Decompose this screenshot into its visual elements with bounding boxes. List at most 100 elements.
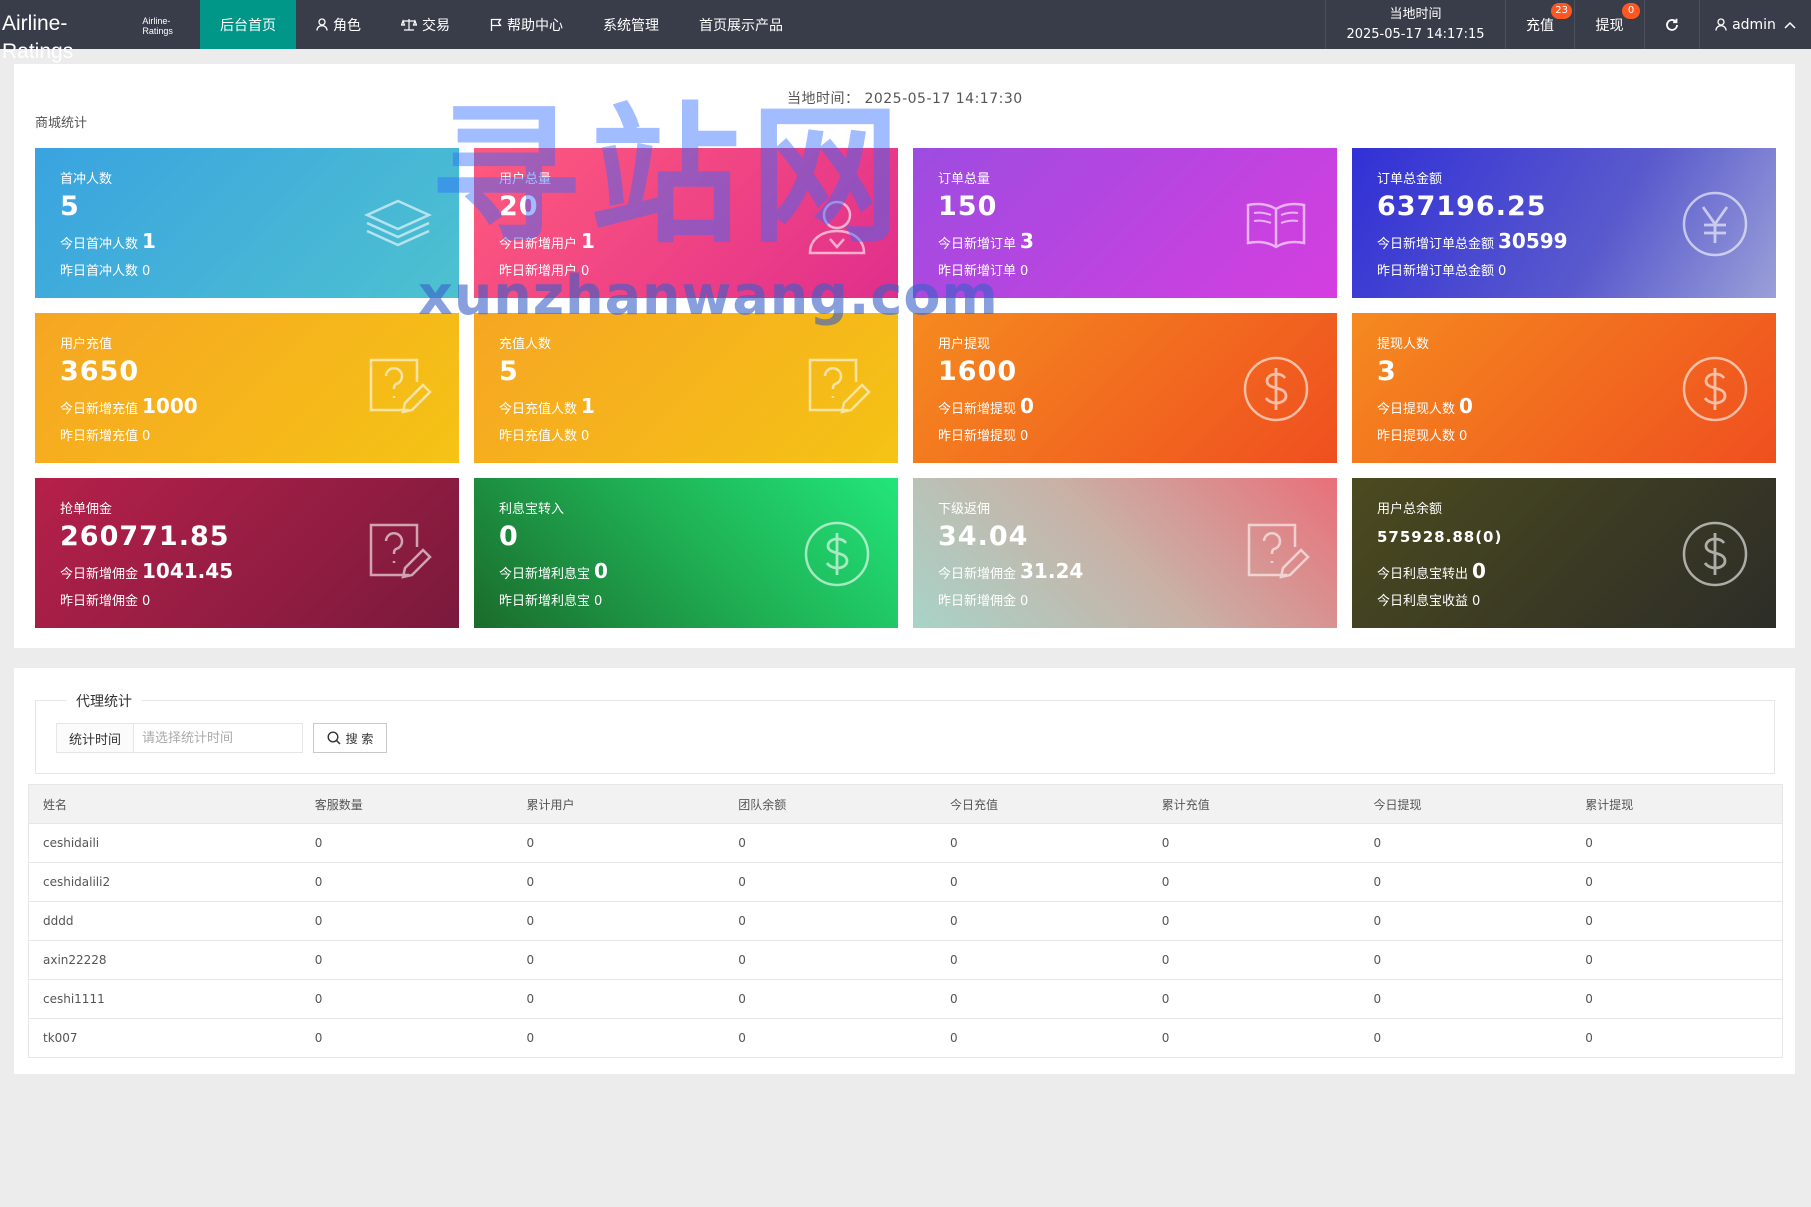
card-yesterday-label: 昨日新增用户 bbox=[499, 264, 578, 279]
table-cell: 0 bbox=[949, 1031, 958, 1045]
dollar-icon bbox=[1682, 521, 1748, 587]
withdraw-button[interactable]: 提现 0 bbox=[1574, 0, 1644, 49]
card-title: 抢单佣金 bbox=[60, 502, 113, 517]
recharge-button[interactable]: 充值 23 bbox=[1505, 0, 1574, 49]
nav-item-label: 后台首页 bbox=[220, 17, 276, 34]
nav-item-system[interactable]: 系统管理 bbox=[583, 0, 679, 49]
card-value: 34.04 bbox=[938, 521, 1029, 552]
admin-label: admin bbox=[1732, 16, 1776, 33]
top-right-tools: 当地时间 2025-05-17 14:17:15 充值 23 提现 0 admi… bbox=[1325, 0, 1811, 49]
dollar-icon bbox=[1243, 356, 1309, 422]
stat-card-users[interactable]: 用户总量 20 今日新增用户 1 昨日新增用户 0 bbox=[474, 148, 898, 298]
card-today-label: 今日新增订单 bbox=[938, 237, 1017, 252]
table-cell: 0 bbox=[738, 953, 746, 967]
card-value: 260771.85 bbox=[60, 521, 230, 552]
card-yesterday-label: 昨日首冲人数 bbox=[60, 264, 139, 279]
stat-card-sub-commission[interactable]: 下级返佣 34.04 今日新增佣金 31.24 昨日新增佣金 0 bbox=[913, 478, 1337, 628]
card-today-label: 今日新增充值 bbox=[60, 402, 139, 417]
chevron-up-icon bbox=[1784, 21, 1796, 29]
card-title: 订单总量 bbox=[938, 172, 991, 187]
stat-card-user-withdraw[interactable]: 用户提现 1600 今日新增提现 0 昨日新增提现 0 bbox=[913, 313, 1337, 463]
nav-item-label: 角色 bbox=[333, 17, 361, 34]
table-cell: ceshidaili bbox=[43, 836, 100, 850]
card-yesterday-label: 今日利息宝收益 bbox=[1377, 594, 1469, 609]
table-row[interactable]: ceshidaili 0 0 0 0 0 0 0 bbox=[29, 823, 1782, 862]
stat-card-orders[interactable]: 订单总量 150 今日新增订单 3 昨日新增订单 0 bbox=[913, 148, 1337, 298]
table-cell: 0 bbox=[738, 836, 746, 850]
card-yesterday-label: 昨日新增利息宝 bbox=[499, 594, 591, 609]
question-edit-icon bbox=[1247, 523, 1310, 579]
card-today-label: 今日新增佣金 bbox=[60, 567, 139, 582]
card-yesterday: 今日利息宝收益 0 bbox=[1377, 590, 1480, 609]
card-today: 今日新增利息宝 0 bbox=[499, 559, 608, 583]
card-title: 充值人数 bbox=[499, 337, 552, 352]
stat-card-interest-in[interactable]: 利息宝转入 0 今日新增利息宝 0 昨日新增利息宝 0 bbox=[474, 478, 898, 628]
brand-subtitle: Airline-Ratings bbox=[142, 16, 173, 36]
column-header: 累计提现 bbox=[1585, 797, 1634, 812]
table-row[interactable]: axin22228 0 0 0 0 0 0 0 bbox=[29, 940, 1782, 979]
stat-card-recharge-users[interactable]: 充值人数 5 今日充值人数 1 昨日充值人数 0 bbox=[474, 313, 898, 463]
dollar-icon bbox=[804, 521, 870, 587]
refresh-icon bbox=[1666, 18, 1678, 31]
stat-card-order-amount[interactable]: 订单总金额 637196.25 今日新增订单总金额 30599 昨日新增订单总金额… bbox=[1352, 148, 1776, 298]
card-today: 今日提现人数 0 bbox=[1377, 394, 1473, 418]
card-yesterday-value: 0 bbox=[1020, 429, 1029, 444]
table-cell: 0 bbox=[949, 953, 958, 967]
table-row[interactable]: ceshi1111 0 0 0 0 0 0 0 bbox=[29, 979, 1782, 1018]
brand[interactable]: Airline-Ratings Airline-Ratings bbox=[0, 0, 200, 63]
card-today-value: 1000 bbox=[142, 394, 198, 418]
search-button[interactable]: 搜 索 bbox=[313, 723, 387, 753]
table-row[interactable]: ceshidalili2 0 0 0 0 0 0 0 bbox=[29, 862, 1782, 901]
admin-menu[interactable]: admin bbox=[1699, 0, 1811, 49]
stat-card-commission[interactable]: 抢单佣金 260771.85 今日新增佣金 1041.45 昨日新增佣金 0 bbox=[35, 478, 459, 628]
card-today-value: 1 bbox=[581, 229, 595, 253]
card-today-value: 0 bbox=[594, 559, 608, 583]
card-yesterday: 昨日新增提现 0 bbox=[938, 425, 1028, 444]
nav-item-help[interactable]: 帮助中心 bbox=[470, 0, 583, 49]
nav-item-label: 系统管理 bbox=[603, 17, 659, 34]
table-cell: 0 bbox=[1161, 953, 1170, 967]
stat-time-input[interactable] bbox=[133, 723, 303, 753]
refresh-button[interactable] bbox=[1644, 0, 1699, 49]
user-icon bbox=[316, 18, 328, 31]
search-icon bbox=[327, 731, 341, 745]
withdraw-badge: 0 bbox=[1622, 3, 1640, 19]
scale-icon bbox=[401, 19, 417, 31]
stat-card-first-recharge[interactable]: 首冲人数 5 今日首冲人数 1 昨日首冲人数 0 bbox=[35, 148, 459, 298]
stat-card-total-balance[interactable]: 用户总余额 575928.88(0) 今日利息宝转出 0 今日利息宝收益 0 bbox=[1352, 478, 1776, 628]
nav-item-roles[interactable]: 角色 bbox=[296, 0, 381, 49]
card-value: 3650 bbox=[60, 356, 140, 387]
table-cell: 0 bbox=[1585, 875, 1593, 889]
table-row[interactable]: tk007 0 0 0 0 0 0 0 bbox=[29, 1018, 1782, 1057]
nav-item-dashboard[interactable]: 后台首页 bbox=[200, 0, 296, 49]
card-yesterday-value: 0 bbox=[1020, 264, 1029, 279]
card-yesterday-label: 昨日充值人数 bbox=[499, 429, 578, 444]
nav-item-home-products[interactable]: 首页展示产品 bbox=[679, 0, 803, 49]
card-title: 订单总金额 bbox=[1377, 172, 1443, 187]
card-today-label: 今日新增用户 bbox=[499, 237, 578, 252]
card-yesterday: 昨日新增充值 0 bbox=[60, 425, 150, 444]
card-today-value: 0 bbox=[1459, 394, 1473, 418]
card-value: 0 bbox=[499, 521, 519, 552]
card-yesterday-value: 0 bbox=[1020, 594, 1029, 609]
column-header: 客服数量 bbox=[314, 797, 363, 812]
table-cell: 0 bbox=[526, 1031, 535, 1045]
recharge-badge: 23 bbox=[1551, 3, 1572, 19]
card-today-label: 今日充值人数 bbox=[499, 402, 578, 417]
card-yesterday: 昨日新增用户 0 bbox=[499, 260, 589, 279]
table-cell: 0 bbox=[738, 875, 746, 889]
card-yesterday-label: 昨日新增订单总金额 bbox=[1377, 264, 1495, 279]
table-row[interactable]: dddd 0 0 0 0 0 0 0 bbox=[29, 901, 1782, 940]
nav-item-trade[interactable]: 交易 bbox=[381, 0, 470, 49]
stat-card-user-recharge[interactable]: 用户充值 3650 今日新增充值 1000 昨日新增充值 0 bbox=[35, 313, 459, 463]
stat-card-withdraw-users[interactable]: 提现人数 3 今日提现人数 0 昨日提现人数 0 bbox=[1352, 313, 1776, 463]
column-header: 今日充值 bbox=[949, 797, 998, 812]
page-local-time: 当地时间： 2025-05-17 14:17:30 bbox=[787, 91, 1023, 107]
card-today-value: 3 bbox=[1020, 229, 1034, 253]
card-value: 5 bbox=[499, 356, 519, 387]
agent-stats-title: 代理统计 bbox=[66, 691, 142, 711]
table-cell: 0 bbox=[1373, 992, 1382, 1006]
question-edit-icon bbox=[808, 358, 871, 414]
users-icon bbox=[808, 200, 866, 255]
table-cell: tk007 bbox=[43, 1031, 78, 1045]
